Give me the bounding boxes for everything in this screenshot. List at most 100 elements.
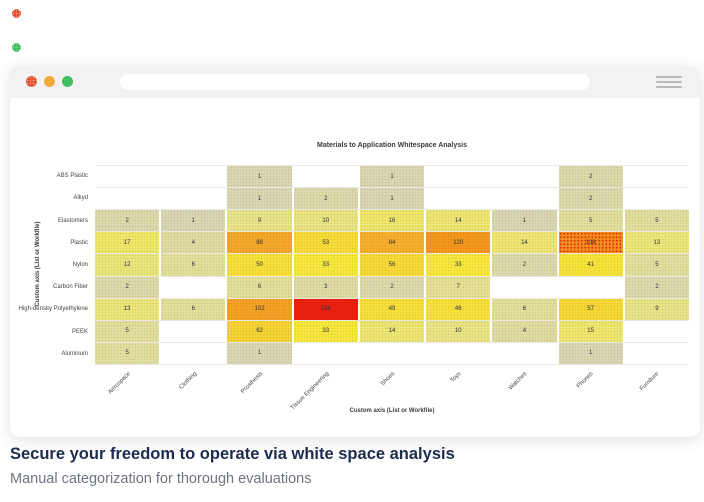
row-label: High-density Polyethylene — [18, 306, 88, 313]
heatmap-cell: 234 — [293, 298, 358, 320]
heatmap-cell — [492, 276, 557, 298]
heatmap-cell: 102 — [227, 298, 292, 320]
heatmap-cell: 4 — [492, 320, 557, 342]
heatmap-cell: 1 — [558, 342, 623, 364]
heatmap-cell: 5 — [95, 320, 160, 342]
heatmap-cell — [624, 166, 689, 188]
heatmap-cell — [426, 188, 491, 210]
heatmap-cell — [624, 320, 689, 342]
heatmap-cell: 13 — [95, 298, 160, 320]
col-label: Tissue Engineering — [289, 371, 331, 412]
heatmap-cell: 5 — [95, 342, 160, 364]
heatmap-cell: 1 — [227, 166, 292, 188]
menu-icon[interactable] — [656, 76, 682, 88]
heatmap-cell — [95, 188, 160, 210]
caption: Secure your freedom to operate via white… — [10, 444, 455, 488]
heatmap-cell: 6 — [227, 276, 292, 298]
heatmap-cell: 16 — [359, 210, 425, 232]
heatmap-cell — [426, 166, 491, 188]
heatmap-cell: 2 — [492, 254, 557, 276]
row-label: Alkyd — [73, 195, 88, 202]
heatmap-row: 5 1 1 — [95, 342, 689, 365]
heatmap-cell: 57 — [558, 298, 623, 320]
heatmap-cell: 5 — [624, 210, 689, 232]
x-axis-label: Custom axis (List or Workfile) — [349, 408, 435, 414]
heatmap-cell: 1 — [161, 210, 226, 232]
heatmap-cell — [161, 342, 226, 364]
heatmap-cell: 1 — [492, 210, 557, 232]
row-label: Plastic — [70, 239, 88, 246]
heatmap-cell: 138 — [558, 232, 623, 254]
heatmap-cell: 2 — [95, 276, 160, 298]
col-label: Clothing — [178, 371, 199, 391]
heatmap-cell: 2 — [558, 166, 623, 188]
heatmap-grid: 1 1 2 1 2 1 2 2 1 9 10 16 14 1 5 5 17 4 88 53 84 120 14 138 13 12… — [95, 165, 689, 365]
heatmap-cell: 15 — [558, 320, 623, 342]
heatmap-cell: 49 — [359, 298, 425, 320]
heatmap-cell: 53 — [293, 232, 358, 254]
heatmap-cell: 14 — [359, 320, 425, 342]
heatmap-cell: 2 — [293, 188, 358, 210]
heatmap-cell — [293, 166, 358, 188]
heatmap-cell: 10 — [426, 320, 491, 342]
heatmap-cell: 10 — [293, 210, 358, 232]
heatmap-cell: 46 — [426, 298, 491, 320]
heatmap-cell: 13 — [624, 232, 689, 254]
heatmap-cell — [492, 342, 557, 364]
heatmap-cell: 88 — [227, 232, 292, 254]
chart-area: Materials to Application Whitespace Anal… — [10, 98, 700, 437]
heatmap-cell — [359, 342, 425, 364]
heatmap-cell: 3 — [293, 276, 358, 298]
heatmap-cell: 14 — [426, 210, 491, 232]
heatmap-cell — [161, 276, 226, 298]
heatmap-cell — [161, 320, 226, 342]
heatmap-cell: 6 — [492, 298, 557, 320]
heatmap-cell: 120 — [426, 232, 491, 254]
col-label: Shoes — [379, 371, 397, 388]
heatmap-cell — [624, 342, 689, 364]
heatmap-row: 1 1 2 — [95, 166, 689, 189]
heatmap-cell: 2 — [95, 210, 160, 232]
caption-heading: Secure your freedom to operate via white… — [10, 445, 455, 463]
heatmap-cell — [161, 166, 226, 188]
heatmap-row: 13 6 102 234 49 46 6 57 9 — [95, 298, 689, 321]
row-labels: ABS Plastic Alkyd Elastomers Plastic Nylon Ca… — [10, 165, 92, 365]
col-label: Watches — [507, 371, 529, 392]
browser-chrome — [10, 66, 700, 98]
col-label: Aerospace — [107, 371, 133, 396]
heatmap-cell: 1 — [359, 188, 425, 210]
heatmap-cell: 9 — [227, 210, 292, 232]
heatmap-cell: 84 — [359, 232, 425, 254]
row-label: Aluminum — [61, 350, 88, 357]
heatmap-cell: 33 — [293, 320, 358, 342]
heatmap-cell: 12 — [95, 254, 160, 276]
traffic-light-maximize-icon[interactable] — [62, 76, 73, 87]
heatmap-cell: 41 — [558, 254, 623, 276]
row-label: ABS Plastic — [56, 173, 88, 180]
heatmap-cell: 56 — [359, 254, 425, 276]
heatmap-cell — [558, 276, 623, 298]
col-label: Prosthesis — [240, 371, 265, 396]
heatmap-cell: 33 — [293, 254, 358, 276]
heatmap-cell: 6 — [161, 298, 226, 320]
heatmap-cell: 62 — [227, 320, 292, 342]
heatmap-cell — [492, 166, 557, 188]
heatmap-cell — [492, 188, 557, 210]
heatmap-cell: 50 — [227, 254, 292, 276]
caption-subheading: Manual categorization for thorough evalu… — [10, 470, 312, 487]
heatmap-cell: 7 — [426, 276, 491, 298]
url-bar[interactable] — [120, 74, 590, 90]
col-label: Furniture — [639, 371, 661, 393]
traffic-light-minimize-icon[interactable] — [44, 76, 55, 87]
row-label: Elastomers — [57, 217, 88, 224]
heatmap-cell: 2 — [359, 276, 425, 298]
heatmap-cell: 4 — [161, 232, 226, 254]
traffic-light-close-icon[interactable] — [26, 76, 37, 87]
heatmap-cell: 2 — [558, 188, 623, 210]
row-label: Carbon Fiber — [52, 284, 88, 291]
heatmap-cell: 6 — [161, 254, 226, 276]
heatmap-row: 17 4 88 53 84 120 14 138 13 — [95, 232, 689, 255]
heatmap-cell: 5 — [558, 210, 623, 232]
heatmap-row: 12 6 50 33 56 33 2 41 5 — [95, 254, 689, 277]
